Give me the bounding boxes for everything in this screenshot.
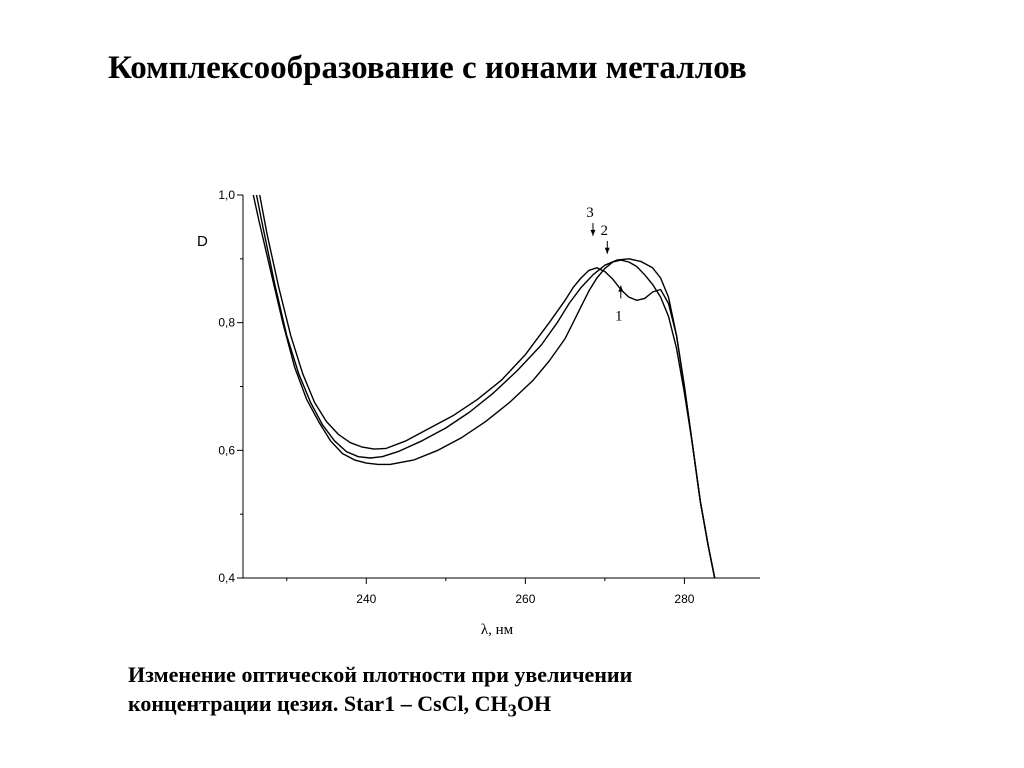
- figure-caption: Изменение оптической плотности при увели…: [128, 660, 632, 725]
- caption-subscript: 3: [507, 700, 517, 721]
- caption-line-2: концентрации цезия. Star1 – CsCl, CH3OH: [128, 689, 632, 725]
- caption-line-1: Изменение оптической плотности при увели…: [128, 662, 633, 687]
- series-group: [252, 194, 716, 579]
- annotation-arrowhead-3: [590, 229, 596, 236]
- annotation-arrowhead-2: [604, 247, 610, 254]
- y-tick-label: 0,6: [218, 443, 235, 457]
- x-axis-label: λ, нм: [481, 622, 514, 638]
- series-line-2: [255, 194, 716, 579]
- y-axis-label: D: [197, 233, 208, 250]
- y-tick-label: 0,8: [218, 316, 235, 330]
- axis-ticks: 0,4 0,6 0,8 1,0 240 260 280: [218, 188, 694, 606]
- annotation-arrowhead-1: [618, 285, 624, 292]
- x-tick-label: 280: [674, 592, 694, 606]
- annotation-label-1: 1: [615, 308, 623, 324]
- x-tick-label: 240: [356, 592, 376, 606]
- y-tick-label: 0,4: [218, 571, 235, 585]
- series-line-1: [252, 194, 716, 579]
- x-tick-label: 260: [515, 592, 535, 606]
- slide-title: Комплексообразование с ионами металлов: [108, 50, 747, 86]
- annotations-group: 32 1: [586, 205, 624, 324]
- y-tick-label: 1,0: [218, 188, 235, 202]
- caption-line-2-end: OH: [516, 691, 552, 716]
- annotation-label-2: 2: [601, 223, 609, 239]
- caption-line-2-text: концентрации цезия. Star1 – CsCl, CH: [128, 691, 508, 716]
- annotation-label-3: 3: [586, 205, 594, 221]
- series-line-3: [259, 194, 716, 579]
